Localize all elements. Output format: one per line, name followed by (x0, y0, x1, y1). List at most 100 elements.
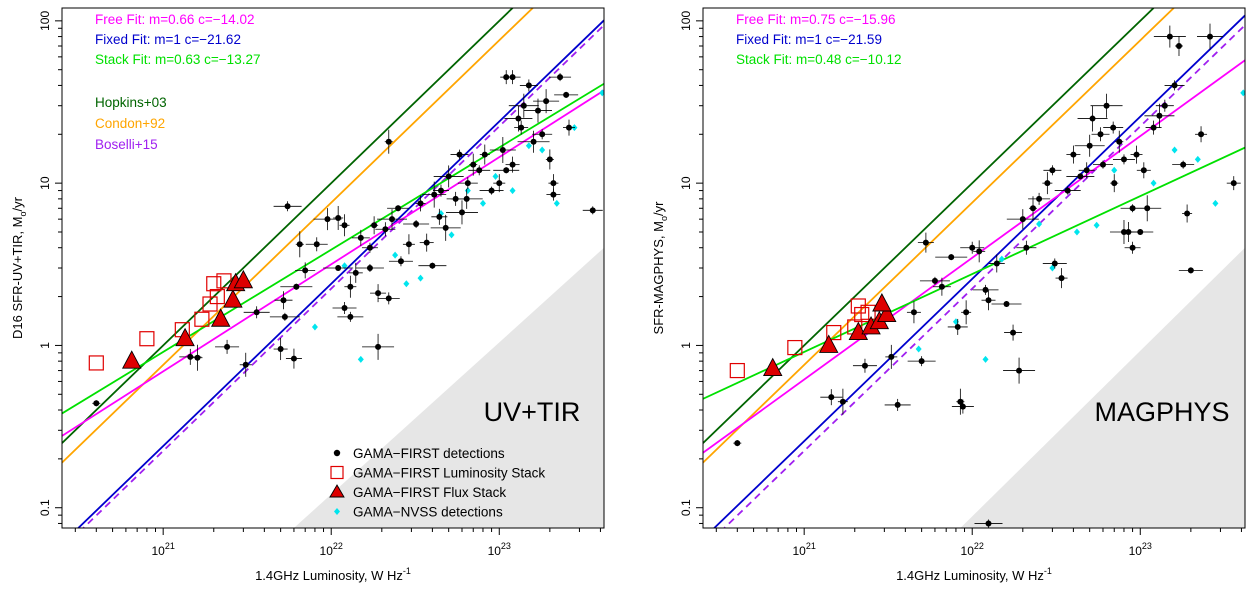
legend-label: GAMA−FIRST Luminosity Stack (353, 466, 545, 481)
first-detection-point (861, 362, 868, 369)
line-fixed-fit (712, 14, 1245, 528)
first-detection-point (352, 269, 359, 276)
panel-label: MAGPHYS (1094, 397, 1229, 427)
nvss-detection-point (392, 251, 399, 259)
first-detection-point (335, 265, 342, 271)
line-free-fit (62, 89, 604, 437)
first-detection-point (405, 241, 412, 248)
first-detection-point (1049, 167, 1056, 174)
panel-label: UV+TIR (484, 397, 581, 427)
fit-label: Stack Fit: m=0.48 c=−10.12 (736, 52, 901, 67)
legend-marker-triangle (329, 484, 345, 498)
first-detection-point (1116, 138, 1123, 145)
x-tick-label: 1023 (1129, 541, 1152, 558)
nvss-detection-point (982, 355, 989, 363)
first-detection-point (464, 180, 471, 187)
first-detection-point (253, 309, 260, 316)
first-detection-point (1083, 167, 1090, 174)
reference-label: Condon+92 (95, 116, 165, 131)
first-detection-point (910, 309, 917, 316)
first-detection-point (481, 151, 488, 158)
first-detection-point (550, 180, 557, 187)
first-detection-point (550, 191, 557, 198)
flux-stack-point (210, 308, 231, 327)
luminosity-stack-point (729, 362, 745, 379)
first-detection-point (503, 167, 510, 174)
first-detection-point (938, 283, 945, 290)
first-detection-point (385, 138, 392, 145)
first-detection-point (931, 277, 938, 284)
first-detection-point (969, 244, 976, 251)
nvss-detection-point (311, 323, 318, 331)
first-detection-point (1097, 131, 1104, 138)
first-detection-point (366, 244, 373, 251)
first-detection-point (476, 167, 483, 174)
first-detection-point (515, 115, 522, 122)
luminosity-stack-point (206, 276, 222, 292)
first-detection-point (976, 248, 983, 255)
first-detection-point (1016, 367, 1023, 374)
first-detection-point (290, 355, 297, 362)
first-detection-point (395, 205, 402, 212)
first-detection-point (1175, 42, 1182, 49)
y-axis-label: D16 SFR-UV+TIR, Mo/yr (10, 196, 28, 339)
first-detection-point (281, 313, 288, 320)
line-condon-92 (703, 8, 1176, 464)
first-detection-point (280, 297, 287, 304)
first-detection-point (347, 313, 354, 320)
panel-2: 1021 1022 1023 0.1 1 10 100 1.4GHz Luminosity, … (651, 7, 1246, 583)
y-tick-label: 10 (679, 176, 693, 190)
fit-label: Free Fit: m=0.66 c=−14.02 (95, 12, 254, 27)
x-tick-label: 1022 (961, 541, 984, 558)
flux-stack-point (175, 327, 195, 347)
nvss-detection-point (341, 262, 348, 270)
x-axis-label: 1.4GHz Luminosity, W Hz-1 (896, 566, 1052, 583)
nvss-detection-point (1093, 221, 1100, 229)
first-detection-point (194, 354, 201, 361)
nvss-detection-point (1240, 89, 1245, 97)
first-detection-point (509, 74, 516, 81)
first-detection-point (1070, 151, 1077, 158)
line-stack-fit (703, 146, 1245, 400)
first-detection-point (948, 254, 955, 261)
first-detection-point (417, 200, 424, 207)
first-detection-point (1156, 112, 1163, 119)
first-detection-point (445, 173, 452, 180)
first-detection-point (347, 283, 354, 290)
first-detection-point (1150, 124, 1157, 131)
first-detection-point (985, 297, 992, 304)
first-detection-point (503, 74, 510, 81)
first-detection-point (93, 400, 100, 407)
nvss-detection-point (417, 274, 424, 282)
first-detection-point (296, 241, 303, 248)
legend-label: GAMA−NVSS detections (353, 505, 503, 520)
flux-stack-point (876, 303, 897, 322)
first-detection-point (470, 161, 477, 168)
first-detection-point (1077, 173, 1084, 180)
nvss-detection-point (553, 199, 560, 207)
nvss-detection-point (403, 280, 410, 288)
panel-1: 1021 1022 1023 0.1 1 10 100 1.4GHz Luminosity, … (10, 7, 605, 583)
line-hopkins-03 (62, 8, 514, 444)
first-detection-point (993, 260, 1000, 267)
fit-label: Stack Fit: m=0.63 c=−13.27 (95, 52, 260, 67)
first-detection-point (1023, 244, 1030, 251)
luminosity-stack-point (88, 355, 104, 371)
first-detection-point (922, 239, 929, 246)
first-detection-point (277, 346, 284, 353)
first-detection-point (557, 74, 564, 81)
y-tick-label: 1 (679, 342, 693, 349)
first-detection-point (375, 290, 382, 297)
nvss-detection-point (1194, 155, 1201, 163)
first-detection-point (1086, 142, 1093, 149)
first-detection-point (894, 401, 901, 408)
luminosity-stack-point (194, 311, 210, 327)
first-detection-point (385, 295, 392, 302)
first-detection-point (1120, 228, 1127, 235)
first-detection-point (496, 180, 503, 187)
first-detection-point (518, 124, 525, 131)
y-tick-label: 0.1 (679, 499, 693, 516)
first-detection-point (324, 216, 331, 223)
first-detection-point (520, 102, 527, 109)
fit-label: Fixed Fit: m=1 c=−21.62 (95, 32, 241, 47)
